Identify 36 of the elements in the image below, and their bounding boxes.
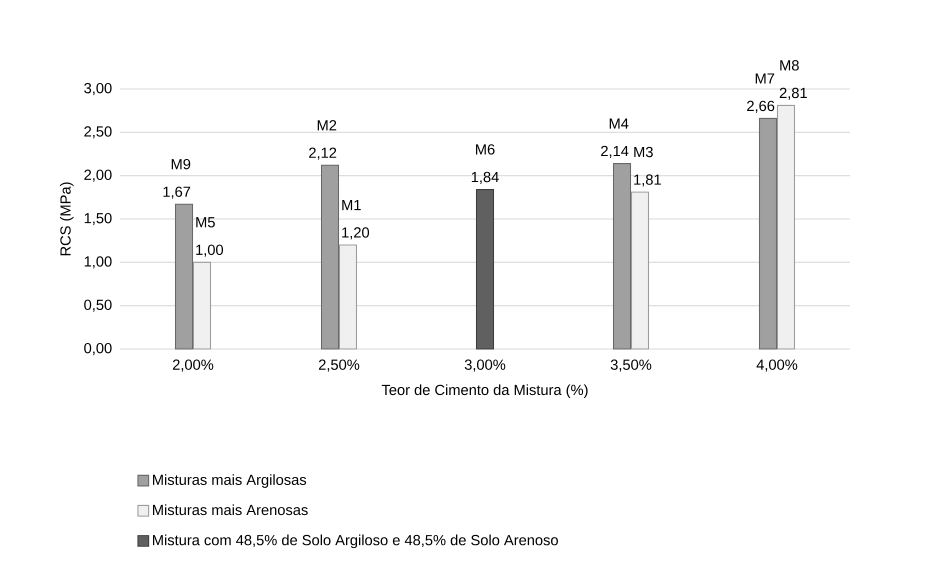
legend-label: Misturas mais Arenosas: [153, 504, 308, 516]
data-label: 1,67: [163, 186, 190, 199]
annotation: M1: [342, 200, 361, 210]
data-label: 1,84: [472, 172, 499, 184]
y-tick-label: 0,00: [84, 342, 112, 356]
data-label: 2,66: [747, 100, 774, 113]
legend-label: Misturas mais Argilosas: [153, 474, 306, 488]
annotation: M5: [196, 217, 215, 228]
annotation: M4: [610, 118, 628, 129]
data-label: 2,14: [601, 146, 628, 158]
x-tick-label: 4,00%: [756, 360, 798, 372]
bar: [476, 189, 494, 350]
y-tick-label: 0,50: [84, 300, 112, 312]
data-label: 1,20: [342, 227, 370, 240]
data-label: 1,00: [196, 244, 224, 257]
annotation: M9: [172, 158, 190, 170]
annotation: M7: [756, 73, 774, 84]
y-tick-label: 2,00: [84, 170, 112, 182]
annotation: M8: [780, 60, 799, 71]
x-tick-label: 3,00%: [464, 360, 506, 372]
x-axis-title: Teor de Cimento da Mistura (%): [382, 384, 588, 398]
x-tick-label: 3,50%: [610, 360, 652, 372]
y-axis-title: RCS (MPa): [60, 182, 74, 256]
data-label: 1,81: [634, 174, 661, 187]
data-label: 2,12: [309, 148, 336, 160]
data-label: 2,81: [780, 88, 807, 100]
y-tick-label: 1,50: [84, 212, 112, 226]
x-tick-label: 2,00%: [172, 360, 214, 372]
annotation: M6: [476, 144, 495, 155]
annotation: M2: [318, 120, 336, 130]
y-tick-label: 1,00: [84, 256, 112, 268]
x-tick-label: 2,50%: [318, 360, 360, 372]
legend-label: Mistura com 48,5% de Solo Argiloso e 48,5% de Solo Arenoso: [153, 534, 558, 548]
annotation: M3: [634, 146, 653, 158]
y-tick-label: 3,00: [84, 82, 112, 96]
y-tick-label: 2,50: [84, 126, 112, 138]
